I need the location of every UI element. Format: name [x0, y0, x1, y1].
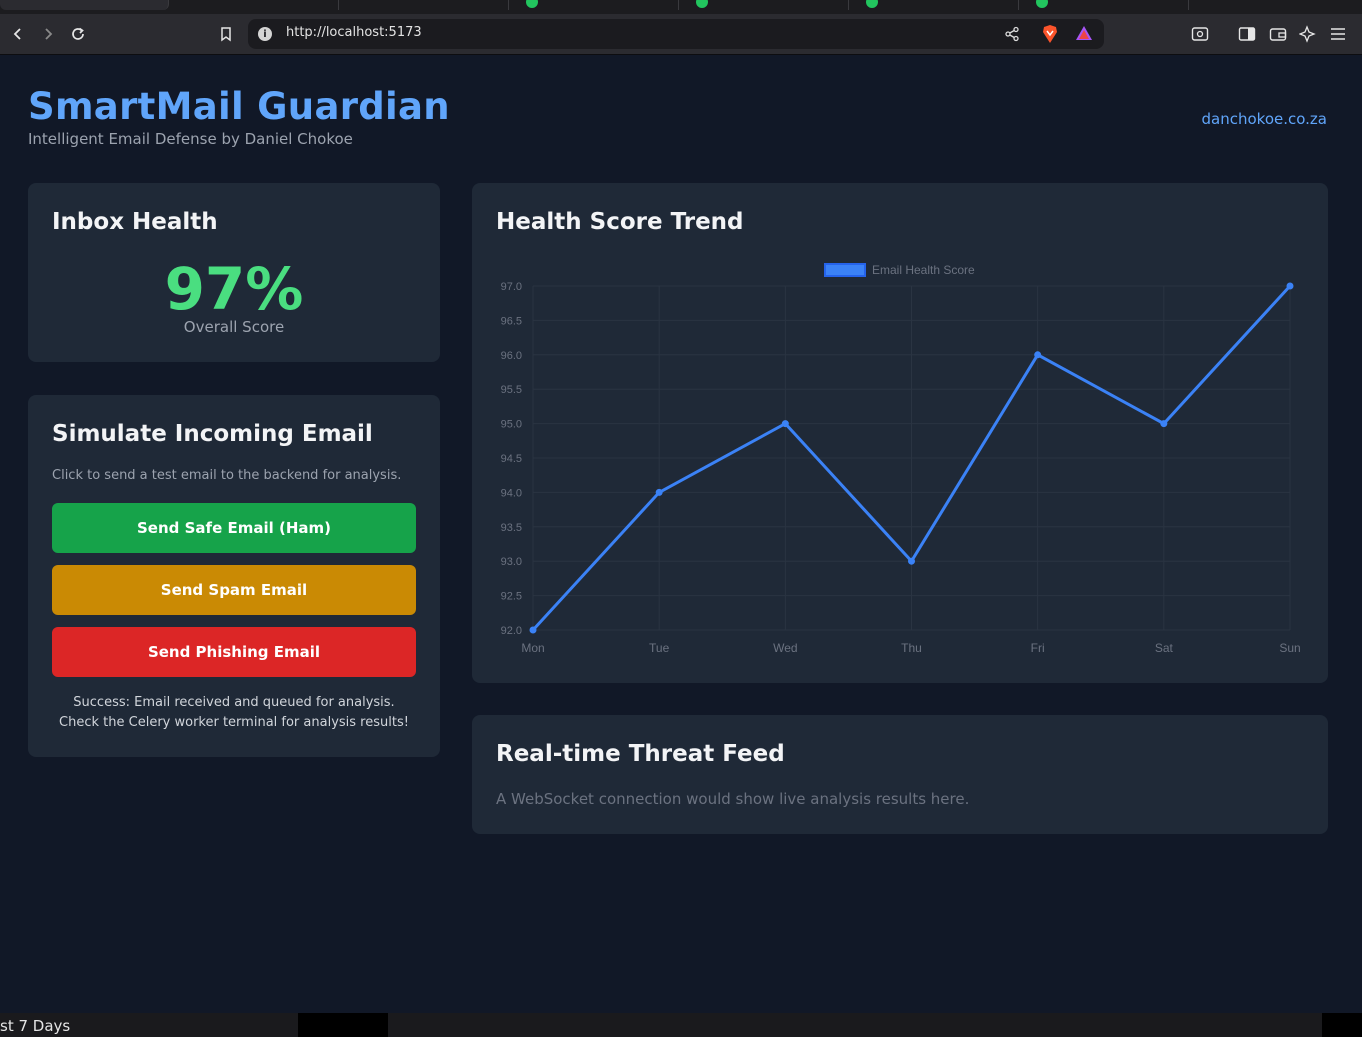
threat-feed-heading: Real-time Threat Feed: [496, 741, 785, 767]
browser-tab-strip: [0, 0, 1362, 14]
browser-tab[interactable]: [508, 0, 679, 10]
reader-mode-icon[interactable]: [1188, 22, 1212, 46]
send-phishing-email-button[interactable]: Send Phishing Email: [52, 627, 416, 677]
legend-swatch: [824, 263, 866, 277]
brave-shield-icon[interactable]: [1041, 24, 1059, 48]
tab-favicon-icon: [696, 0, 708, 8]
trend-heading: Health Score Trend: [496, 209, 744, 235]
wallet-icon[interactable]: [1266, 22, 1290, 46]
send-safe-email-button[interactable]: Send Safe Email (Ham): [52, 503, 416, 553]
data-point: [1286, 282, 1294, 290]
y-tick-label: 96.5: [501, 315, 522, 327]
address-bar[interactable]: i http://localhost:5173: [248, 19, 1104, 49]
legend-label: Email Health Score: [872, 263, 975, 277]
sidebar-icon[interactable]: [1235, 22, 1259, 46]
y-tick-label: 96.0: [501, 350, 522, 362]
health-trend-chart: 97.0 96.5 96.0 95.5 95.0 94.5 94.0 93.5 93.0 92.5…: [501, 263, 1301, 655]
y-tick-label: 93.5: [501, 522, 522, 534]
x-tick-label: Fri: [1031, 641, 1045, 655]
y-tick-label: 92.0: [501, 625, 522, 637]
reload-icon[interactable]: [66, 22, 90, 46]
forward-icon[interactable]: [36, 22, 60, 46]
app-page: SmartMail Guardian Intelligent Email Def…: [0, 55, 1362, 1013]
simulate-email-card: Simulate Incoming Email Click to send a …: [28, 395, 440, 757]
x-tick-label: Mon: [521, 641, 544, 655]
site-info-icon[interactable]: i: [258, 27, 272, 41]
data-point: [781, 420, 789, 428]
x-tick-label: Sun: [1279, 641, 1300, 655]
brave-rewards-icon[interactable]: [1075, 25, 1093, 45]
tab-favicon-icon: [866, 0, 878, 8]
threat-feed-placeholder: A WebSocket connection would show live a…: [496, 790, 970, 808]
tab-favicon-icon: [526, 0, 538, 8]
inbox-health-card: Inbox Health 97% Overall Score: [28, 183, 440, 362]
status-message: Success: Email received and queued for a…: [59, 695, 409, 730]
send-spam-email-button[interactable]: Send Spam Email: [52, 565, 416, 615]
browser-tab[interactable]: [678, 0, 849, 10]
browser-tab[interactable]: [848, 0, 1019, 10]
back-icon[interactable]: [6, 22, 30, 46]
share-icon[interactable]: [1004, 26, 1020, 46]
data-point: [1160, 420, 1168, 428]
desktop-taskbar: st 7 Days: [0, 1013, 1362, 1037]
app-title: SmartMail Guardian: [28, 85, 450, 128]
x-tick-label: Sat: [1155, 641, 1174, 655]
threat-feed-card: Real-time Threat Feed A WebSocket connec…: [472, 715, 1328, 834]
data-point: [655, 488, 663, 496]
url-text[interactable]: http://localhost:5173: [286, 25, 422, 40]
browser-toolbar: i http://localhost:5173: [0, 14, 1362, 55]
browser-tab-active[interactable]: [0, 0, 169, 10]
author-site-link[interactable]: danchokoe.co.za: [1201, 110, 1327, 128]
browser-tab[interactable]: [1018, 0, 1189, 10]
y-tick-label: 97.0: [501, 281, 522, 293]
menu-icon[interactable]: [1326, 22, 1350, 46]
y-tick-label: 95.0: [501, 419, 522, 431]
y-tick-label: 92.5: [501, 591, 522, 603]
y-tick-label: 95.5: [501, 384, 522, 396]
x-tick-label: Thu: [901, 641, 922, 655]
simulate-heading: Simulate Incoming Email: [52, 421, 373, 447]
y-tick-label: 93.0: [501, 556, 522, 568]
inbox-health-heading: Inbox Health: [52, 209, 218, 235]
browser-tab[interactable]: [338, 0, 509, 10]
data-point: [529, 626, 537, 634]
leo-ai-icon[interactable]: [1296, 22, 1320, 46]
browser-tab[interactable]: [168, 0, 339, 10]
simulate-hint: Click to send a test email to the backen…: [52, 468, 402, 483]
y-tick-label: 94.0: [501, 487, 522, 499]
taskbar-label: st 7 Days: [0, 1017, 71, 1035]
x-tick-label: Tue: [649, 641, 670, 655]
app-subtitle: Intelligent Email Defense by Daniel Chok…: [28, 130, 353, 148]
x-tick-label: Wed: [773, 641, 797, 655]
data-point: [1034, 351, 1042, 359]
tab-favicon-icon: [1036, 0, 1048, 8]
taskbar-window[interactable]: [298, 1013, 388, 1037]
health-score-value: 97%: [164, 255, 304, 323]
y-tick-label: 94.5: [501, 453, 522, 465]
health-score-label: Overall Score: [183, 318, 285, 336]
taskbar-window[interactable]: [1322, 1013, 1362, 1037]
data-point: [908, 557, 915, 565]
bookmark-icon[interactable]: [214, 22, 238, 46]
health-trend-card: Health Score Trend 97.0 96.5 96.0 95.5 95.0 9…: [472, 183, 1328, 683]
